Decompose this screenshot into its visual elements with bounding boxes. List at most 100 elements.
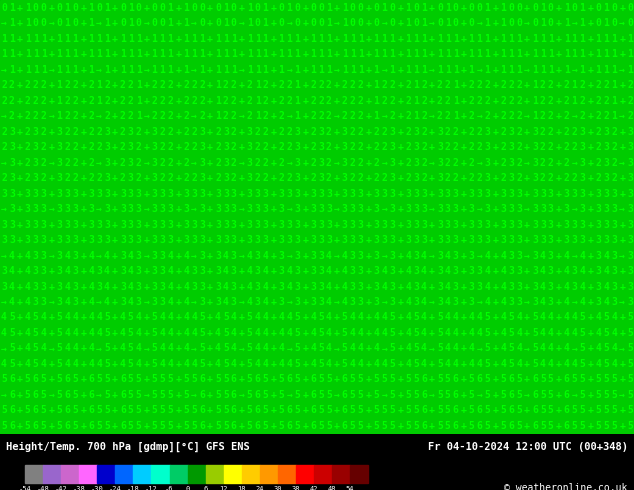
Text: 1: 1 [25, 18, 30, 28]
Text: 2: 2 [405, 126, 411, 137]
Text: 2: 2 [88, 173, 94, 183]
Text: 5: 5 [152, 374, 157, 385]
Text: 4: 4 [278, 359, 284, 369]
Text: 1: 1 [611, 65, 617, 74]
Text: 5: 5 [604, 359, 609, 369]
Text: 5: 5 [579, 359, 585, 369]
Text: 1: 1 [500, 49, 506, 59]
Text: 1: 1 [579, 49, 585, 59]
Text: 4: 4 [25, 359, 30, 369]
Text: 3: 3 [104, 189, 110, 198]
Text: 1: 1 [255, 65, 261, 74]
Text: 2: 2 [65, 111, 70, 121]
Text: 6: 6 [255, 390, 261, 400]
Text: 3: 3 [136, 220, 141, 230]
Text: 5: 5 [152, 313, 157, 322]
Text: 1: 1 [56, 80, 62, 90]
Text: 5: 5 [9, 313, 15, 322]
Text: 1: 1 [595, 49, 601, 59]
Text: 2: 2 [484, 96, 490, 106]
Text: +: + [461, 126, 467, 137]
Text: +: + [461, 328, 467, 338]
Text: 6: 6 [508, 421, 514, 431]
Text: +: + [49, 3, 55, 13]
Text: +: + [366, 173, 372, 183]
Text: 4: 4 [421, 266, 427, 276]
Text: 3: 3 [41, 297, 46, 307]
Text: 6: 6 [199, 390, 205, 400]
Text: 5: 5 [96, 421, 102, 431]
Bar [79, 465, 98, 483]
Text: 2: 2 [500, 80, 506, 90]
Text: +: + [366, 297, 372, 307]
Text: 5: 5 [152, 421, 157, 431]
Text: +: + [429, 34, 435, 44]
Text: 6: 6 [199, 405, 205, 416]
Text: +: + [493, 220, 498, 230]
Text: 2: 2 [287, 142, 292, 152]
Text: 2: 2 [604, 111, 609, 121]
Text: 4: 4 [9, 250, 15, 261]
Text: 1: 1 [373, 49, 379, 59]
Text: 1: 1 [183, 65, 189, 74]
Text: 5: 5 [128, 405, 134, 416]
Text: 4: 4 [167, 266, 173, 276]
Text: 5: 5 [199, 313, 205, 322]
Text: 0: 0 [532, 3, 538, 13]
Text: 4: 4 [540, 250, 546, 261]
Text: 3: 3 [437, 204, 443, 214]
Text: 0: 0 [595, 3, 601, 13]
Text: 6: 6 [204, 486, 208, 490]
Text: 2: 2 [405, 142, 411, 152]
Text: 3: 3 [342, 173, 347, 183]
Text: +: + [556, 158, 562, 168]
Text: 5: 5 [389, 390, 395, 400]
Text: 3: 3 [199, 266, 205, 276]
Text: 3: 3 [413, 126, 419, 137]
Text: +: + [176, 374, 181, 385]
Text: +: + [302, 250, 308, 261]
Bar [152, 465, 169, 483]
Text: 4: 4 [445, 297, 451, 307]
Text: 0: 0 [215, 3, 221, 13]
Text: 5: 5 [152, 390, 157, 400]
Text: 2: 2 [262, 158, 268, 168]
Text: +: + [239, 328, 245, 338]
Text: 5: 5 [1, 374, 7, 385]
Text: 4: 4 [382, 328, 387, 338]
Text: +: + [588, 374, 593, 385]
Text: 3: 3 [413, 173, 419, 183]
Text: 2: 2 [477, 96, 482, 106]
Text: 3: 3 [128, 189, 134, 198]
Text: 4: 4 [310, 359, 316, 369]
Text: +: + [366, 328, 372, 338]
Text: 6: 6 [508, 405, 514, 416]
Text: 4: 4 [72, 343, 78, 353]
Text: 4: 4 [611, 343, 617, 353]
Text: 2: 2 [564, 80, 569, 90]
Text: 3: 3 [627, 297, 633, 307]
Text: 3: 3 [310, 189, 316, 198]
Text: 0: 0 [41, 3, 46, 13]
Text: 5: 5 [413, 359, 419, 369]
Text: 1: 1 [167, 49, 173, 59]
Text: 4: 4 [421, 328, 427, 338]
Text: 1: 1 [9, 18, 15, 28]
Text: 4: 4 [96, 328, 102, 338]
Text: +: + [81, 235, 86, 245]
Text: 4: 4 [287, 328, 292, 338]
Text: 1: 1 [453, 65, 458, 74]
Text: 4: 4 [278, 343, 284, 353]
Text: -18: -18 [127, 486, 140, 490]
Text: 2: 2 [358, 96, 363, 106]
Text: +: + [619, 220, 625, 230]
Text: +: + [81, 328, 86, 338]
Text: 5: 5 [183, 374, 189, 385]
Text: 3: 3 [25, 235, 30, 245]
Text: 1: 1 [223, 3, 229, 13]
Text: 1: 1 [278, 65, 284, 74]
Text: +: + [17, 80, 23, 90]
Text: 5: 5 [579, 374, 585, 385]
Text: →: → [429, 111, 435, 121]
Text: 6: 6 [88, 421, 94, 431]
